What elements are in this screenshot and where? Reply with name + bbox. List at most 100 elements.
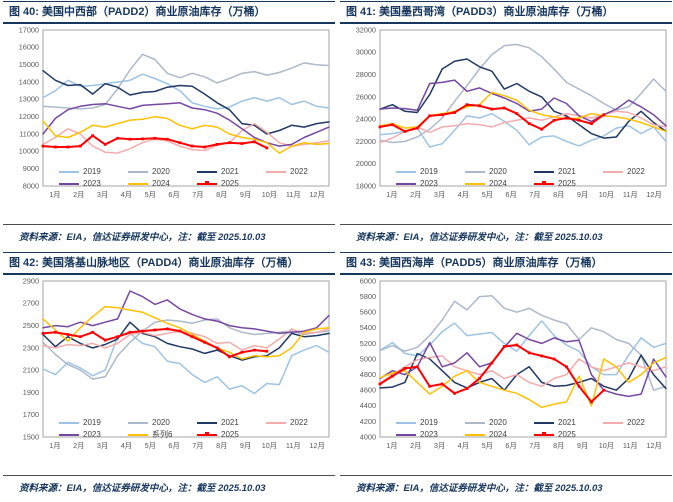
series-line-2021 bbox=[42, 69, 330, 135]
x-tick-label: 3月 bbox=[97, 441, 108, 450]
y-tick-label: 17000 bbox=[19, 25, 39, 34]
x-tick-label: 12月 bbox=[309, 190, 324, 199]
legend-item-2024: 2024 bbox=[465, 179, 534, 188]
series-marker bbox=[440, 113, 444, 117]
chart-area-padd2: 8000 9000 10000 11000 12000 13000 14000 15000 16… bbox=[3, 24, 335, 224]
legend-item-2019: 2019 bbox=[396, 167, 465, 176]
y-tick-label: 12000 bbox=[19, 112, 39, 121]
legend-item-2025: 2025 bbox=[534, 430, 603, 439]
series-marker bbox=[240, 350, 244, 354]
legend-label: 2021 bbox=[221, 418, 239, 427]
source-note-padd4: 资料来源：EIA，信达证券研发中心，注：截至 2025.10.03 bbox=[3, 475, 335, 497]
legend-label: 2025 bbox=[221, 430, 239, 439]
legend-swatch-icon bbox=[465, 433, 485, 436]
series-marker bbox=[165, 327, 169, 331]
line-chart-padd4: 1500 1700 1900 2100 2300 2500 2700 2900 1月 2月 3月 4月… bbox=[23, 276, 330, 450]
legend-item-2021: 2021 bbox=[534, 418, 603, 427]
series-marker bbox=[391, 374, 394, 378]
series-line-2020 bbox=[379, 43, 667, 144]
series-marker bbox=[203, 145, 207, 149]
legend-item-2023: 2023 bbox=[59, 430, 128, 439]
series-marker bbox=[54, 330, 57, 334]
legend-label: 2019 bbox=[83, 167, 101, 176]
series-marker bbox=[78, 335, 82, 339]
series-marker bbox=[190, 144, 194, 148]
chart-panel-padd4: 图 42: 美国落基山脉地区（PADD4）商业原油库存（万桶） 1500 1700… bbox=[3, 252, 335, 502]
y-tick-label: 4200 bbox=[360, 417, 376, 426]
series-marker bbox=[91, 134, 95, 138]
legend-swatch-icon bbox=[534, 421, 554, 424]
series-marker bbox=[228, 355, 231, 359]
series-marker bbox=[165, 137, 169, 141]
x-tick-label: 7月 bbox=[192, 441, 203, 450]
y-tick-label: 2700 bbox=[23, 299, 39, 308]
legend-swatch-icon bbox=[396, 182, 416, 185]
legend-item-2025: 2025 bbox=[197, 430, 266, 439]
series-line-2020 bbox=[42, 53, 330, 110]
x-tick-label: 7月 bbox=[529, 441, 540, 450]
series-line-2023 bbox=[379, 332, 667, 398]
legend-item-系列6: 系列6 bbox=[128, 430, 197, 439]
series-marker bbox=[253, 140, 256, 144]
x-tick-label: 6月 bbox=[505, 441, 516, 450]
y-tick-label: 6000 bbox=[360, 276, 376, 285]
y-tick-label: 15000 bbox=[19, 60, 39, 69]
chart-grid: 图 40: 美国中西部（PADD2）商业原油库存（万桶） 8000 9000 100… bbox=[3, 1, 672, 502]
y-tick-label: 2100 bbox=[23, 366, 39, 375]
x-tick-label: 4月 bbox=[458, 441, 469, 450]
y-tick-label: 10000 bbox=[19, 147, 39, 156]
x-tick-label: 5月 bbox=[145, 441, 156, 450]
legend-item-2020: 2020 bbox=[128, 167, 197, 176]
y-tick-label: 30000 bbox=[356, 48, 376, 57]
y-tick-label: 1700 bbox=[23, 410, 39, 419]
series-marker bbox=[203, 340, 207, 344]
series-line-2022 bbox=[42, 328, 330, 351]
series-line-2024 bbox=[379, 356, 667, 409]
series-marker bbox=[478, 104, 481, 108]
x-tick-label: 9月 bbox=[240, 190, 251, 199]
series-marker bbox=[577, 118, 581, 122]
x-tick-label: 2月 bbox=[410, 441, 421, 450]
chart-title-padd5: 图 43: 美国西海岸（PADD5）商业原油库存（万桶） bbox=[340, 252, 672, 275]
series-line-2019 bbox=[379, 112, 667, 148]
source-note-padd3: 资料来源：EIA，信达证券研发中心，注：截至 2025.10.03 bbox=[340, 224, 672, 246]
legend-label: 2023 bbox=[83, 430, 101, 439]
series-marker bbox=[265, 349, 269, 353]
x-tick-label: 6月 bbox=[168, 190, 179, 199]
series-marker bbox=[215, 143, 219, 146]
legend-swatch-icon bbox=[266, 421, 286, 424]
series-marker bbox=[265, 146, 269, 150]
series-line-2021 bbox=[42, 321, 330, 361]
series-marker bbox=[602, 388, 606, 392]
chart-panel-padd2: 图 40: 美国中西部（PADD2）商业原油库存（万桶） 8000 9000 100… bbox=[3, 1, 335, 251]
series-line-2022 bbox=[379, 355, 667, 388]
legend-swatch-icon bbox=[59, 421, 79, 424]
legend-label: 2019 bbox=[420, 418, 438, 427]
chart-area-padd3: 18000 20000 22000 24000 26000 28000 30000 32000… bbox=[340, 24, 672, 224]
legend-label: 2021 bbox=[558, 418, 576, 427]
legend-label: 2024 bbox=[489, 430, 507, 439]
x-tick-label: 11月 bbox=[623, 190, 638, 199]
legend-item-2025: 2025 bbox=[197, 179, 266, 188]
series-line-2020 bbox=[42, 318, 330, 380]
legend-swatch-icon bbox=[59, 182, 79, 185]
series-marker bbox=[178, 329, 182, 333]
x-tick-label: 3月 bbox=[434, 441, 445, 450]
legend-label: 2022 bbox=[290, 418, 308, 427]
x-tick-label: 9月 bbox=[577, 190, 588, 199]
legend-item-2022: 2022 bbox=[603, 167, 665, 176]
y-tick-label: 4400 bbox=[360, 401, 376, 410]
legend-label: 2022 bbox=[290, 167, 308, 176]
legend-item-2024: 2024 bbox=[465, 430, 534, 439]
legend-item-2023: 2023 bbox=[59, 179, 128, 188]
series-marker bbox=[215, 346, 219, 350]
x-tick-label: 5月 bbox=[145, 190, 156, 199]
series-marker bbox=[515, 112, 519, 115]
legend-swatch-icon bbox=[197, 181, 217, 185]
legend-swatch-icon bbox=[465, 170, 485, 173]
chart-legend-padd5: 2019 2020 2021 2022 2023 2024 2025 bbox=[396, 418, 665, 439]
x-tick-label: 9月 bbox=[577, 441, 588, 450]
legend-item-2022: 2022 bbox=[266, 167, 328, 176]
legend-swatch-icon bbox=[128, 433, 148, 436]
